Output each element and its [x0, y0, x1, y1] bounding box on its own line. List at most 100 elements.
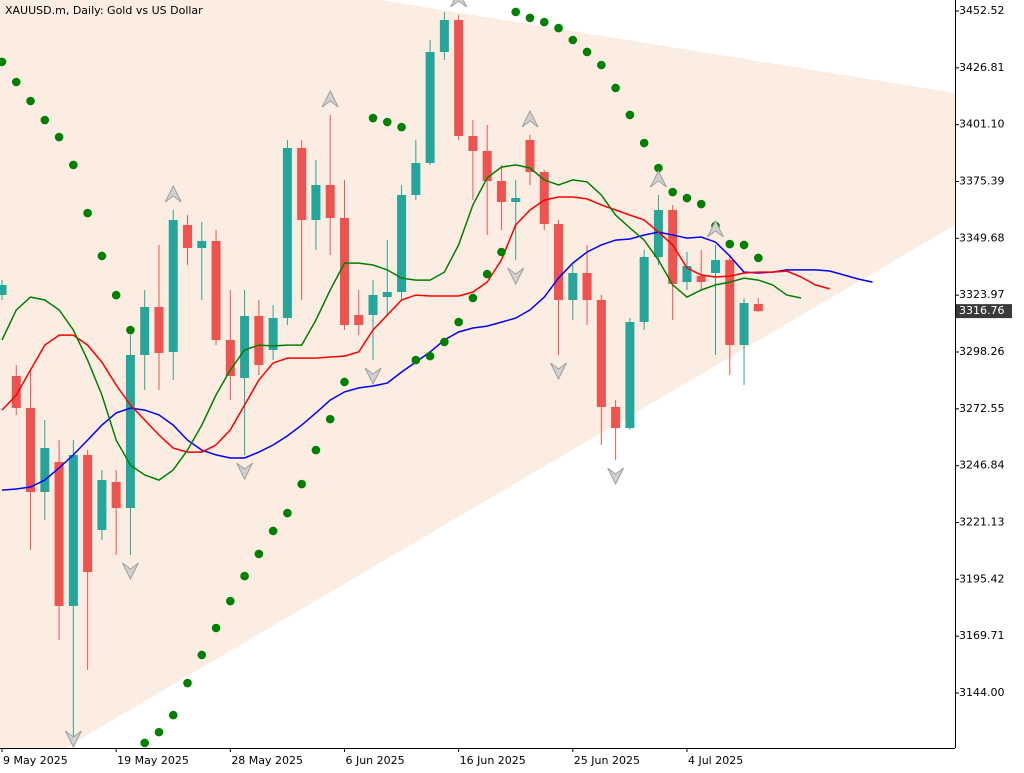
candle-body — [197, 240, 207, 248]
x-tick-label: 4 Jul 2025 — [688, 754, 743, 767]
candle-body — [240, 315, 250, 378]
sar-dot — [554, 23, 563, 33]
sar-dot — [26, 96, 35, 106]
sar-dot — [126, 325, 135, 335]
sar-dot — [568, 35, 578, 45]
sar-dot — [696, 199, 706, 209]
sar-dot — [240, 571, 249, 581]
fractal-down — [507, 267, 525, 286]
candle-body — [225, 339, 235, 376]
candle-body — [211, 240, 221, 340]
last-price-box — [956, 304, 1012, 319]
x-tick-label: 19 May 2025 — [117, 754, 189, 767]
sar-dot — [725, 239, 735, 249]
candle-body — [83, 454, 93, 572]
candle-body — [653, 210, 663, 257]
fractal-up — [164, 184, 182, 203]
sar-dot — [668, 187, 677, 197]
sar-dot — [539, 17, 549, 27]
candle-body — [11, 375, 21, 408]
candle-body — [140, 306, 150, 355]
sar-dot — [311, 445, 321, 455]
sar-dot — [454, 317, 463, 327]
sar-dot — [197, 650, 207, 660]
candle-body — [54, 461, 64, 606]
candle-body — [582, 272, 592, 300]
sar-dot — [639, 138, 649, 148]
fractal-up — [450, 0, 468, 8]
sar-dot — [497, 247, 506, 257]
fractal-down — [607, 467, 625, 486]
y-tick-label: 3272.55 — [959, 402, 1005, 415]
y-tick-label: 3375.39 — [959, 175, 1005, 188]
candle-body — [254, 315, 264, 365]
y-tick-label: 3246.84 — [959, 459, 1005, 472]
sar-dot — [0, 57, 7, 67]
sar-dot — [597, 60, 606, 70]
candle-body — [68, 454, 78, 606]
candle-body — [696, 275, 706, 282]
y-tick-label: 3323.97 — [959, 288, 1005, 301]
y-tick-label: 3452.52 — [959, 4, 1005, 17]
candle-body — [496, 180, 506, 202]
sar-dot — [611, 83, 620, 93]
candle-body — [268, 317, 278, 350]
candle-body — [568, 272, 578, 300]
x-tick-label: 6 Jun 2025 — [345, 754, 404, 767]
last-price-label: 3316.76 — [959, 304, 1005, 317]
candle-body — [725, 259, 735, 345]
x-tick-label: 9 May 2025 — [3, 754, 68, 767]
sar-dot — [11, 77, 21, 87]
candle-body — [339, 217, 349, 325]
sar-dot — [368, 113, 378, 123]
y-tick-label: 3195.42 — [959, 572, 1005, 585]
sar-dot — [140, 738, 149, 748]
y-tick-label: 3401.10 — [959, 118, 1005, 131]
fractal-down — [364, 367, 382, 386]
candle-body — [611, 406, 621, 428]
x-tick-label: 28 May 2025 — [231, 754, 303, 767]
sar-dot — [411, 355, 421, 365]
sar-dot — [325, 414, 335, 424]
sar-dot — [226, 596, 235, 606]
candle-body — [297, 147, 307, 220]
fractal-up — [521, 109, 539, 128]
fractal-down — [64, 730, 82, 749]
y-tick-label: 3144.00 — [959, 686, 1005, 699]
candle-body — [325, 184, 335, 218]
ma-line — [1, 231, 873, 491]
sar-dot — [254, 549, 264, 559]
candle-body — [625, 321, 635, 428]
sar-dot — [397, 122, 406, 132]
chart-title: XAUUSD.m, Daily: Gold vs US Dollar — [5, 4, 203, 17]
candle-body — [511, 197, 521, 202]
sar-dot — [625, 110, 635, 120]
y-tick-label: 3169.71 — [959, 629, 1005, 642]
candle-body — [397, 194, 407, 292]
candle-body — [40, 447, 50, 492]
candle-body — [125, 354, 135, 508]
sar-dot — [739, 240, 749, 250]
x-tick-label: 25 Jun 2025 — [574, 754, 640, 767]
fractal-up — [649, 169, 667, 188]
candle-body — [382, 291, 392, 297]
candle-body — [739, 302, 749, 345]
candle-body — [668, 210, 678, 284]
sar-dot — [682, 193, 692, 203]
sar-dot — [97, 251, 107, 261]
y-tick-label: 3349.68 — [959, 231, 1005, 244]
sar-dot — [183, 678, 192, 688]
y-tick-label: 3221.13 — [959, 516, 1005, 529]
sar-dot — [154, 727, 164, 737]
sar-dot — [111, 290, 121, 300]
sar-dot — [268, 526, 278, 536]
candle-body — [525, 139, 535, 173]
sar-dot — [54, 132, 64, 142]
ma-line — [1, 196, 830, 453]
sar-dot — [211, 623, 221, 633]
candle-body — [354, 314, 364, 325]
candle-body — [554, 223, 564, 300]
candle-body — [183, 224, 193, 248]
